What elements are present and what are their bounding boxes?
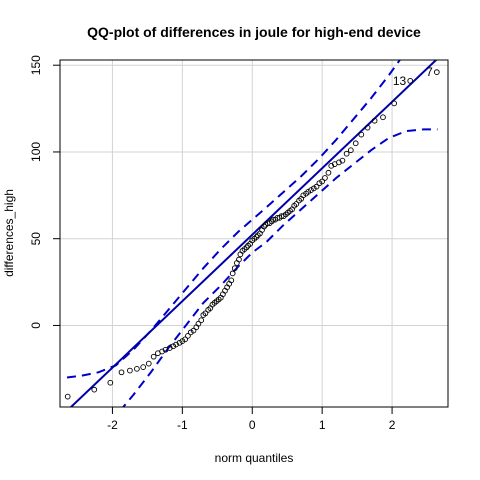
data-point [176,339,183,346]
data-point [134,365,140,372]
data-point [253,234,260,240]
data-point [310,185,317,192]
data-point [182,336,188,343]
data-point [190,327,197,334]
data-point [347,147,354,154]
y-tick-label: 50 [29,232,43,246]
data-point [91,386,98,393]
point-label: 7 [426,65,433,79]
y-tick-label: 100 [29,142,43,162]
data-point [236,256,242,263]
x-tick-label: -2 [107,418,118,432]
data-point [202,310,209,317]
envelope-upper [66,60,402,379]
x-axis-label: norm quantiles [215,451,294,465]
data-point [343,150,350,157]
data-point [319,178,326,185]
x-tick-label: 1 [319,418,326,432]
data-point [195,320,202,327]
data-point [325,169,332,176]
data-point [64,393,71,400]
data-point [293,201,300,207]
y-tick-label: 0 [29,322,43,329]
data-point [107,379,114,386]
data-points [64,69,440,400]
data-point [187,329,194,336]
data-point [339,157,346,164]
x-axis: -2 -1 0 1 2 [107,406,396,432]
data-point [322,175,328,181]
y-axis-label: differences_high [2,189,16,277]
data-point [231,265,238,272]
data-point [316,180,323,187]
data-point [407,77,414,84]
x-tick-label: 0 [249,418,256,432]
data-point [352,140,359,147]
data-point [170,343,177,350]
data-point [198,317,205,324]
data-point [127,367,133,374]
data-point [118,369,125,376]
data-point [364,124,371,131]
data-point [261,223,267,230]
data-point [150,353,157,360]
x-tick-label: -1 [177,418,188,432]
data-point [391,100,398,107]
reference-line [69,60,438,407]
data-point [243,244,250,251]
data-point [358,131,365,138]
data-point [300,192,307,199]
grid-lines [60,60,448,407]
y-axis: 0 50 100 150 [29,55,60,329]
data-point [229,270,236,277]
data-point [308,187,314,193]
data-point [313,183,320,190]
data-point [380,114,386,121]
x-tick-label: 2 [389,418,396,432]
reference-line-group [69,60,438,407]
data-point [371,117,378,124]
data-point [140,364,147,370]
data-point [185,333,191,339]
point-labels: 13 7 [393,65,433,88]
data-point [145,360,152,367]
confidence-envelope [66,60,438,407]
data-point [433,69,440,75]
data-point [179,338,186,344]
y-tick-label: 150 [29,55,43,75]
data-point [228,277,235,284]
chart-title: QQ-plot of differences in joule for high… [87,24,421,40]
data-point [305,189,312,195]
point-label: 13 [393,74,407,88]
